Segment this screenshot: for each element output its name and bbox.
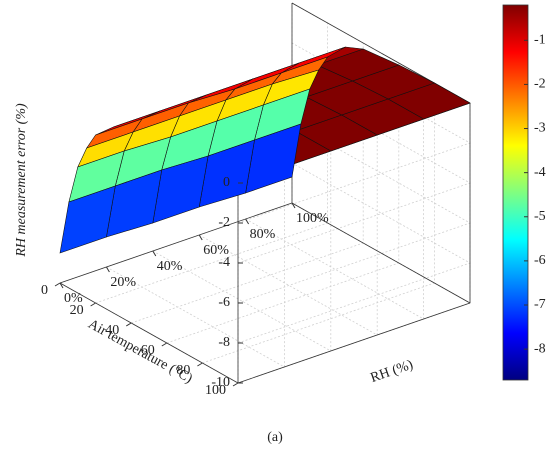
y-tick-label: 60: [141, 343, 155, 358]
x-tick-label: 80%: [250, 227, 276, 242]
z-tick-label: 0: [223, 175, 230, 190]
surface-patch: [59, 185, 116, 254]
colorbar-tick-label: -2: [534, 77, 546, 92]
y-tick-label: 100: [205, 383, 226, 398]
colorbar-tick-label: -5: [534, 209, 546, 224]
colorbar-tick-label: -1: [534, 33, 546, 48]
y-tick: [161, 342, 168, 347]
y-tick-label: 80: [176, 363, 190, 378]
x-tick: [198, 234, 203, 241]
y-tick-label: 40: [105, 323, 119, 338]
x-tick-label: 60%: [203, 243, 229, 258]
y-tick: [197, 362, 203, 367]
axis-box: [59, 202, 293, 284]
x-tick: [59, 282, 64, 289]
x-tick: [152, 250, 157, 257]
x-tick-label: 100%: [296, 211, 329, 226]
z-tick-label: -6: [218, 295, 230, 310]
z-tick-label: -8: [218, 335, 230, 350]
x-tick: [105, 266, 110, 273]
z-tick-label: -10: [211, 375, 230, 390]
caption: (a): [267, 430, 283, 445]
z-tick-label: -4: [218, 255, 230, 270]
y-tick-label: 0: [41, 283, 48, 298]
y-tick: [125, 322, 132, 327]
grid-line: [237, 162, 471, 344]
colorbar-tick-label: -3: [534, 121, 546, 136]
x-axis-label: RH (%): [369, 357, 416, 386]
y-tick: [90, 302, 96, 307]
colorbar-tick-label: -6: [534, 253, 546, 268]
axis-box: [291, 202, 471, 304]
colorbar-tick-label: -4: [534, 165, 546, 180]
y-tick: [232, 382, 239, 387]
y-axis-label: Air temperature (°C): [85, 317, 195, 387]
colorbar: [502, 4, 529, 381]
axis-box: [237, 302, 471, 384]
axis-box: [59, 282, 239, 384]
x-tick-label: 20%: [110, 275, 136, 290]
x-tick: [291, 202, 296, 209]
x-tick: [245, 218, 250, 225]
colorbar-tick-label: -8: [534, 341, 546, 356]
y-tick: [54, 282, 61, 287]
x-tick-label: 0%: [64, 291, 83, 306]
z-tick-label: -2: [218, 215, 230, 230]
x-tick-label: 40%: [157, 259, 183, 274]
z-axis-label: RH measurement error (%): [14, 103, 29, 258]
y-tick-label: 20: [70, 303, 84, 318]
colorbar-tick-label: -7: [534, 297, 546, 312]
